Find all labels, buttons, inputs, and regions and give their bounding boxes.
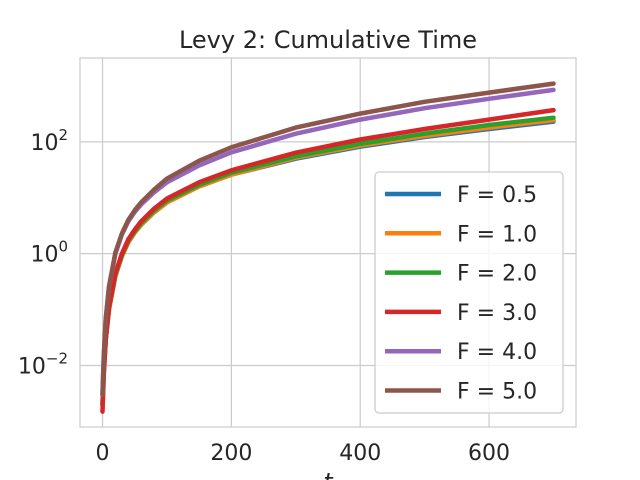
legend: F = 0.5 F = 1.0 F = 2.0 F = 3.0 F = 4.0 F = 5… — [374, 171, 564, 414]
legend-label: F = 5.0 — [457, 380, 537, 405]
x-tick-label: 400 — [339, 441, 381, 466]
chart-title: Levy 2: Cumulative Time — [179, 26, 477, 54]
legend-label: F = 4.0 — [457, 340, 537, 365]
series-line — [100, 81, 556, 397]
y-tick-label: 100 — [30, 238, 68, 268]
plot-frame — [79, 57, 577, 428]
x-tick-label: 600 — [468, 441, 510, 466]
legend-label: F = 3.0 — [457, 301, 537, 326]
y-tick-label: 10−2 — [18, 350, 68, 380]
y-tick-label: 102 — [30, 126, 68, 156]
x-tick-labels: 0 200 400 600 — [96, 441, 510, 466]
series-lines — [100, 81, 556, 414]
legend-label: F = 1.0 — [457, 222, 537, 247]
y-tick-labels: 10−2 100 102 — [18, 126, 68, 380]
legend-label: F = 2.0 — [457, 262, 537, 287]
x-tick-label: 0 — [96, 441, 110, 466]
x-tick-label: 200 — [210, 441, 252, 466]
legend-frame — [374, 171, 564, 414]
legend-label: F = 0.5 — [457, 183, 537, 208]
x-axis-label: t — [323, 468, 334, 480]
